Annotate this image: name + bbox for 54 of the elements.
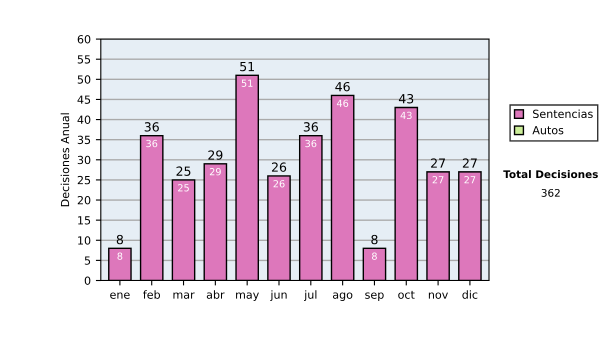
data-label: 36	[305, 140, 316, 148]
legend-label: Sentencias	[533, 109, 593, 118]
x-tick-label: nov	[428, 292, 448, 299]
total-label: 25	[176, 166, 190, 176]
total-label: 8	[371, 234, 378, 244]
x-tick-label: ene	[110, 292, 130, 299]
x-tick-label: oct	[398, 290, 415, 299]
y-tick-label: 5	[84, 256, 90, 265]
y-tick-label: 35	[78, 136, 90, 144]
data-label: 8	[372, 252, 377, 260]
total-label: 8	[116, 234, 124, 244]
total-label: 27	[462, 158, 477, 168]
data-label: 51	[242, 80, 252, 87]
data-label: 26	[274, 180, 285, 188]
data-label: 46	[336, 100, 348, 107]
total-label: 36	[144, 122, 159, 132]
x-tick-label: ago	[332, 292, 352, 301]
y-tick-label: 20	[78, 196, 90, 204]
x-tick-label: dic	[462, 290, 478, 299]
total-label: 43	[398, 94, 414, 104]
x-tick-label: abr	[206, 290, 225, 299]
total-label: 27	[431, 158, 445, 168]
data-label: 8	[117, 252, 122, 260]
y-tick-label: 0	[84, 276, 90, 285]
y-axis-title: Decisiones Anual	[60, 113, 70, 206]
x-tick-label: feb	[143, 290, 160, 299]
x-tick-label: may	[236, 292, 259, 301]
legend-label: Autos	[532, 126, 564, 134]
data-label: 27	[432, 176, 444, 184]
y-tick-label: 30	[78, 156, 90, 164]
data-label: 43	[400, 112, 412, 120]
x-tick-label: jul	[304, 290, 316, 301]
y-tick-label: 15	[78, 216, 90, 225]
text: 362	[542, 188, 560, 197]
y-tick-label: 40	[77, 116, 90, 124]
total-label: 51	[240, 62, 254, 72]
data-label: 36	[146, 140, 158, 148]
y-tick-label: 45	[77, 96, 90, 104]
y-tick-label: 10	[78, 236, 90, 245]
y-tick-label: 60	[78, 35, 90, 44]
x-tick-label: mar	[173, 292, 195, 299]
x-tick-label: sep	[365, 292, 384, 301]
x-tick-label: jun	[270, 290, 287, 301]
y-tick-label: 50	[78, 75, 90, 84]
total-label: 36	[304, 122, 318, 132]
total-label: 29	[208, 150, 222, 160]
data-label: 27	[464, 176, 476, 184]
total-label: 26	[272, 162, 286, 172]
total-label: 46	[335, 82, 350, 92]
text: Total Decisiones	[503, 170, 598, 178]
data-label: 29	[210, 168, 221, 176]
data-label: 25	[178, 184, 189, 192]
y-tick-label: 55	[78, 55, 90, 64]
y-tick-label: 25	[78, 176, 90, 184]
